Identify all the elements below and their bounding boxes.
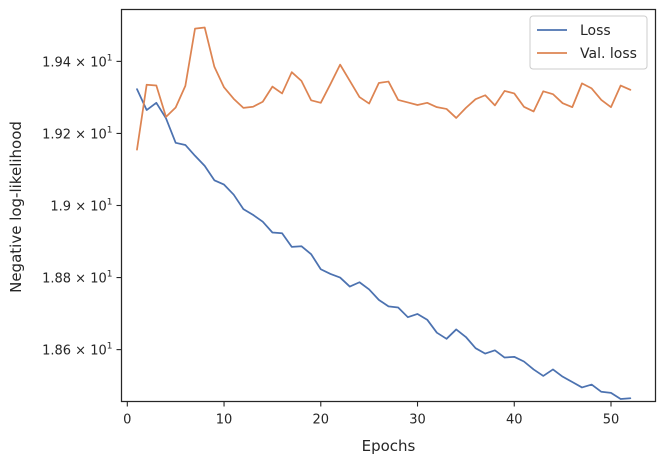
legend-label-val-loss: Val. loss xyxy=(580,46,637,62)
x-tick-label: 0 xyxy=(123,413,131,428)
legend-label-loss: Loss xyxy=(580,23,611,39)
y-tick-label: 1.94 × 101 xyxy=(42,53,112,70)
legend: Loss Val. loss xyxy=(529,15,648,70)
x-tick-label: 30 xyxy=(409,413,426,428)
x-axis-label: Epochs xyxy=(362,437,416,455)
y-tick-label: 1.88 × 101 xyxy=(42,270,112,287)
series-line-loss xyxy=(136,88,632,400)
y-axis-label: Negative log-likelihood xyxy=(7,121,25,293)
x-tick-label: 50 xyxy=(603,413,620,428)
x-tick-label: 40 xyxy=(506,413,523,428)
x-tick-label: 10 xyxy=(216,413,233,428)
y-tick-label: 1.9 × 101 xyxy=(50,198,112,215)
series-line-val-loss xyxy=(136,26,632,151)
y-tick-label: 1.86 × 101 xyxy=(42,342,112,359)
series-layer xyxy=(136,26,632,400)
y-tick-label: 1.92 × 101 xyxy=(42,125,112,142)
x-tick-label: 20 xyxy=(313,413,330,428)
x-axis-ticks: 0 10 20 30 40 50 xyxy=(123,401,620,428)
y-axis-ticks: 1.86 × 101 1.88 × 101 1.9 × 101 1.92 × 101 1… xyxy=(42,53,122,359)
